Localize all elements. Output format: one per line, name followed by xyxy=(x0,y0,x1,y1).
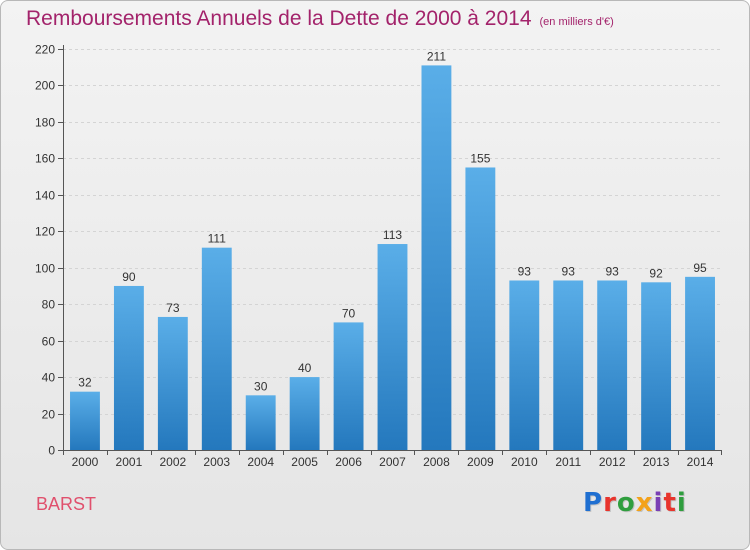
x-axis-ticks: 2000 2001 2002 2003 2004 2005 2006 2007 2008 2009… xyxy=(63,450,722,469)
x-tick-label: 2006 xyxy=(335,455,362,469)
bar-2000 xyxy=(70,391,100,450)
bar-2005 xyxy=(289,377,320,450)
x-tick-label: 2011 xyxy=(555,455,581,469)
bar-2008 xyxy=(421,65,452,451)
bar-2011 xyxy=(553,280,584,450)
y-tick-label: 220 xyxy=(35,43,55,57)
logo-letter: i xyxy=(653,488,664,518)
y-tick-label: 100 xyxy=(35,262,55,276)
bar-2001 xyxy=(113,285,144,450)
data-labels: 32 90 73 111 30 40 70 113 211 155 93 93 93 92 95 xyxy=(78,49,707,393)
y-tick-label: 180 xyxy=(35,116,55,130)
x-tick-label: 2014 xyxy=(687,455,714,469)
data-label-2006: 70 xyxy=(342,306,356,320)
x-tick-label: 2003 xyxy=(203,455,230,469)
data-label-2011: 93 xyxy=(562,264,576,278)
y-tick-label: 0 xyxy=(48,444,55,458)
proxiti-logo: Proxiti xyxy=(583,488,687,518)
logo-letter: x xyxy=(635,488,654,518)
y-tick-label: 200 xyxy=(35,79,55,93)
y-tick-label: 160 xyxy=(35,152,55,166)
y-tick-label: 80 xyxy=(42,298,56,312)
bar-2003 xyxy=(201,247,232,450)
data-label-2008: 211 xyxy=(427,49,446,63)
x-tick-label: 2007 xyxy=(379,455,406,469)
place-name: BARST xyxy=(36,494,97,514)
data-label-2014: 95 xyxy=(693,261,707,275)
bar-2002 xyxy=(157,316,188,450)
data-label-2010: 93 xyxy=(518,264,532,278)
title-unit: (en milliers d'€) xyxy=(539,16,614,28)
logo-letter: o xyxy=(616,488,636,518)
x-tick-label: 2000 xyxy=(72,455,99,469)
logo-letter: i xyxy=(676,488,687,518)
data-label-2009: 155 xyxy=(470,151,490,165)
bar-2004 xyxy=(245,395,276,450)
data-label-2004: 30 xyxy=(254,379,268,393)
y-tick-label: 140 xyxy=(35,189,55,203)
data-label-2000: 32 xyxy=(78,376,92,390)
x-tick-label: 2002 xyxy=(159,455,186,469)
data-label-2005: 40 xyxy=(298,361,312,375)
y-tick-label: 40 xyxy=(42,371,56,385)
data-label-2007: 113 xyxy=(383,228,402,242)
data-label-2001: 90 xyxy=(122,270,136,284)
x-tick-label: 2010 xyxy=(511,455,538,469)
y-axis-ticks: 0 20 40 60 80 100 120 140 160 180 200 220 xyxy=(35,43,63,458)
logo-letter: t xyxy=(663,488,677,518)
x-tick-label: 2001 xyxy=(116,455,143,469)
x-tick-label: 2012 xyxy=(599,455,626,469)
bar-2006 xyxy=(333,322,364,450)
bar-2013 xyxy=(641,282,672,450)
data-label-2012: 93 xyxy=(605,264,619,278)
y-tick-label: 120 xyxy=(35,225,55,239)
axes xyxy=(63,45,722,451)
data-label-2013: 92 xyxy=(649,266,663,280)
x-tick-label: 2004 xyxy=(247,455,274,469)
bar-2012 xyxy=(597,280,628,450)
x-tick-label: 2013 xyxy=(643,455,670,469)
chart-title: Remboursements Annuels de la Dette de 20… xyxy=(26,7,614,31)
data-label-2002: 73 xyxy=(166,301,180,315)
x-tick-label: 2005 xyxy=(291,455,318,469)
x-tick-label: 2008 xyxy=(423,455,450,469)
y-tick-label: 20 xyxy=(42,408,56,422)
data-label-2003: 111 xyxy=(208,232,227,246)
bar-2007 xyxy=(377,244,408,450)
bar-2010 xyxy=(509,280,540,450)
bar-2014 xyxy=(685,276,715,450)
bar-2009 xyxy=(465,167,496,450)
logo-letter: r xyxy=(603,488,617,518)
title-text: Remboursements Annuels de la Dette de 20… xyxy=(26,7,532,30)
y-tick-label: 60 xyxy=(42,335,56,349)
bars xyxy=(70,65,715,451)
x-tick-label: 2009 xyxy=(467,455,494,469)
logo-letter: P xyxy=(583,488,604,518)
